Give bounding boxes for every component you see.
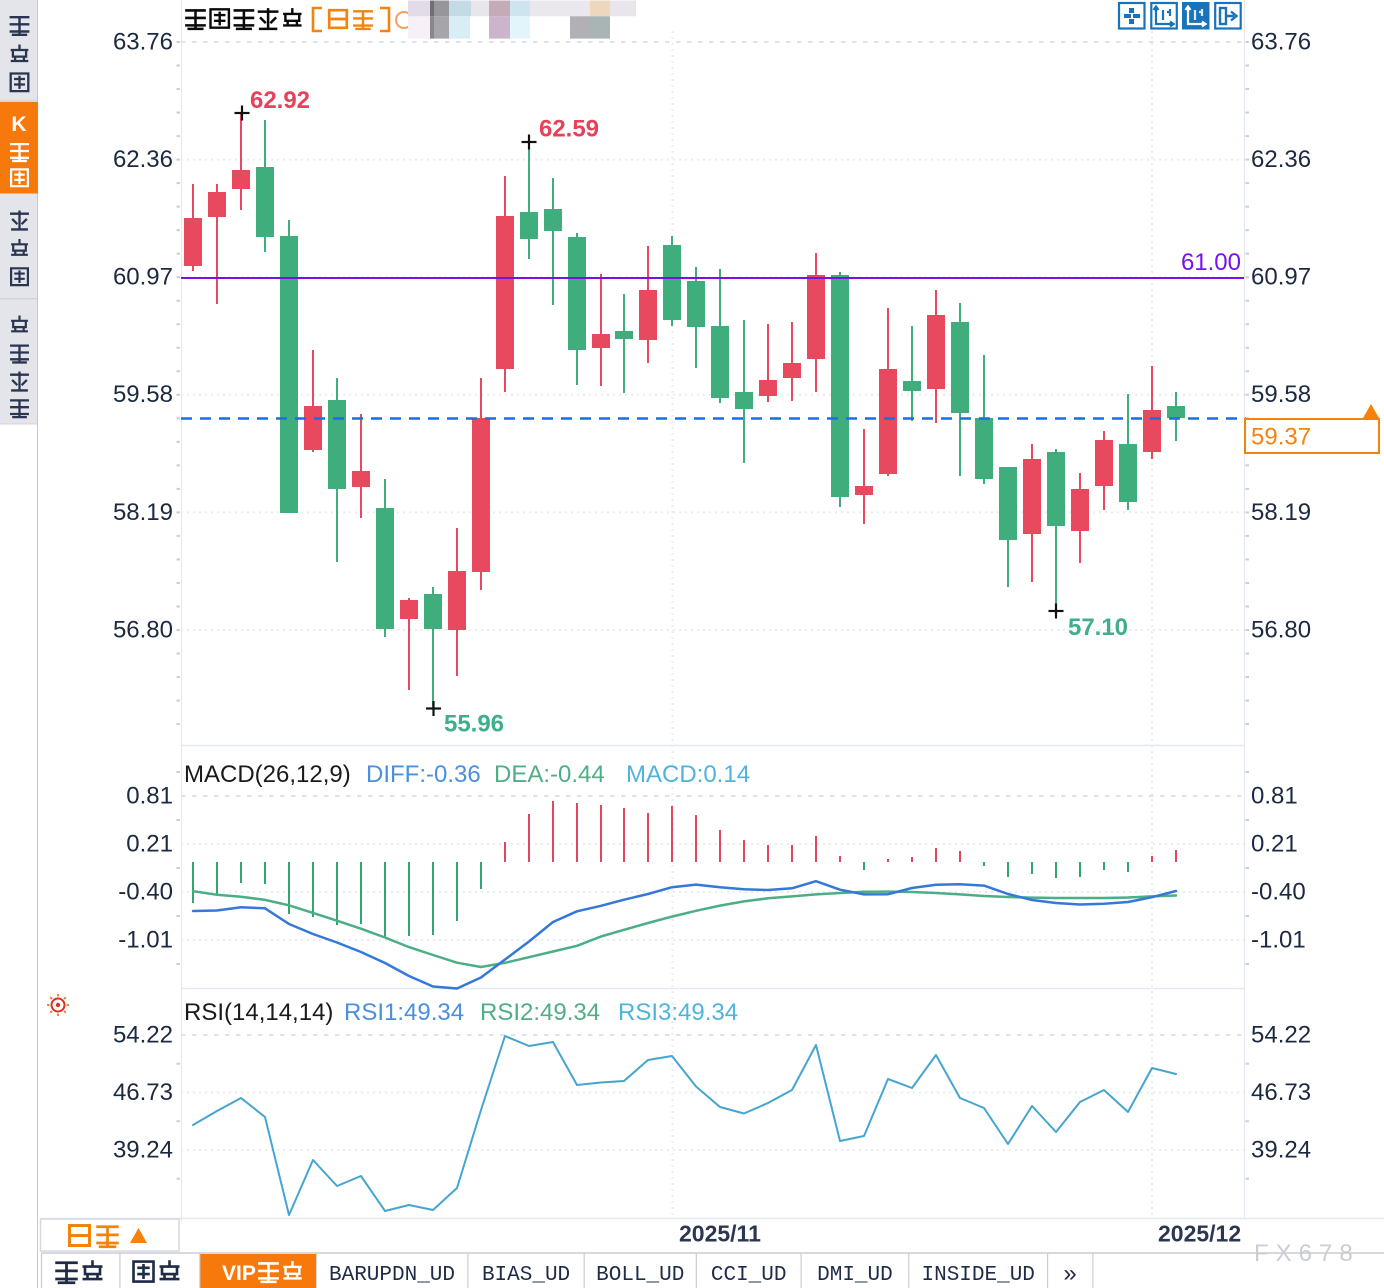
svg-text:DMI_UD: DMI_UD	[817, 1264, 893, 1287]
svg-text:BOLL_UD: BOLL_UD	[596, 1264, 684, 1287]
svg-text:62.36: 62.36	[113, 146, 173, 173]
svg-text:2025/11: 2025/11	[679, 1221, 761, 1247]
svg-text:57.10: 57.10	[1068, 614, 1128, 641]
svg-text:K: K	[11, 113, 26, 136]
svg-text:62.59: 62.59	[539, 116, 599, 143]
svg-text:61.00: 61.00	[1181, 249, 1241, 276]
svg-text:RSI(14,14,14): RSI(14,14,14)	[184, 999, 333, 1026]
svg-text:0.21: 0.21	[1251, 830, 1298, 857]
svg-text:54.22: 54.22	[1251, 1021, 1311, 1048]
svg-text:46.73: 46.73	[113, 1079, 173, 1106]
svg-text:-0.40: -0.40	[1251, 878, 1306, 905]
svg-text:56.80: 56.80	[113, 616, 173, 643]
svg-text:0.21: 0.21	[126, 830, 173, 857]
svg-text:60.97: 60.97	[113, 264, 173, 291]
svg-text:BIAS_UD: BIAS_UD	[482, 1264, 570, 1287]
svg-text:56.80: 56.80	[1251, 616, 1311, 643]
svg-text:-1.01: -1.01	[118, 926, 173, 953]
svg-text:59.58: 59.58	[113, 381, 173, 408]
svg-text:RSI3:49.34: RSI3:49.34	[618, 999, 738, 1026]
svg-text:62.92: 62.92	[250, 87, 310, 114]
svg-text:60.97: 60.97	[1251, 264, 1311, 291]
svg-text:RSI2:49.34: RSI2:49.34	[480, 999, 600, 1026]
svg-text:59.37: 59.37	[1251, 424, 1311, 451]
svg-text:63.76: 63.76	[1251, 28, 1311, 55]
svg-text:DEA:-0.44: DEA:-0.44	[494, 761, 605, 788]
svg-text:MACD(26,12,9): MACD(26,12,9)	[184, 761, 351, 788]
svg-text:INSIDE_UD: INSIDE_UD	[921, 1264, 1034, 1287]
svg-text:59.58: 59.58	[1251, 381, 1311, 408]
svg-text:62.36: 62.36	[1251, 146, 1311, 173]
svg-text:63.76: 63.76	[113, 28, 173, 55]
svg-text:54.22: 54.22	[113, 1021, 173, 1048]
svg-text:58.19: 58.19	[1251, 499, 1311, 526]
svg-text:58.19: 58.19	[113, 499, 173, 526]
svg-text:2025/12: 2025/12	[1158, 1221, 1241, 1247]
svg-text:-1.01: -1.01	[1251, 926, 1306, 953]
svg-text:39.24: 39.24	[1251, 1136, 1311, 1163]
svg-text:39.24: 39.24	[113, 1136, 173, 1163]
svg-text:DIFF:-0.36: DIFF:-0.36	[366, 761, 481, 788]
svg-text:RSI1:49.34: RSI1:49.34	[344, 999, 464, 1026]
svg-text:»: »	[1063, 1260, 1076, 1287]
svg-text:VIP: VIP	[222, 1262, 256, 1285]
svg-text:55.96: 55.96	[444, 711, 504, 738]
svg-text:-0.40: -0.40	[118, 878, 173, 905]
svg-text:CCI_UD: CCI_UD	[711, 1264, 787, 1287]
svg-text:0.81: 0.81	[1251, 782, 1298, 809]
svg-text:MACD:0.14: MACD:0.14	[626, 761, 750, 788]
svg-text:BARUPDN_UD: BARUPDN_UD	[329, 1264, 455, 1287]
svg-text:0.81: 0.81	[126, 782, 173, 809]
svg-text:46.73: 46.73	[1251, 1079, 1311, 1106]
